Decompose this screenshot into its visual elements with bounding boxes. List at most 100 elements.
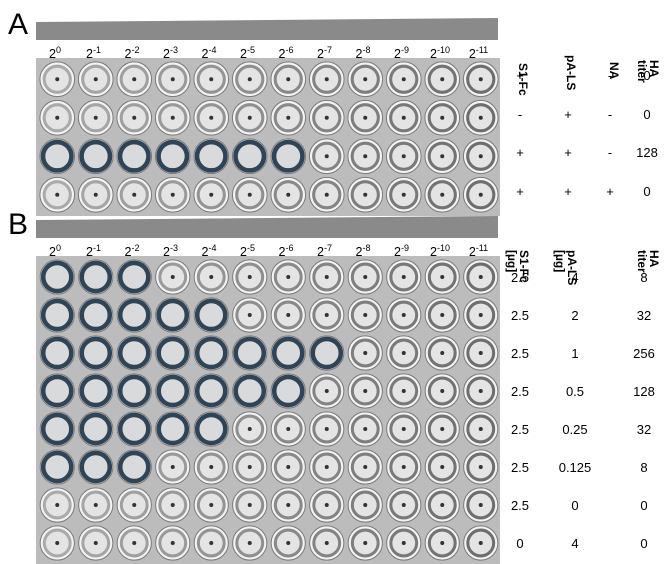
panel-a-well — [270, 61, 307, 98]
panel-b-well — [270, 259, 306, 295]
panel-b-cell-s1fc: 2.5 — [510, 346, 530, 361]
panel-b-well — [386, 373, 422, 409]
panel-b-dilution-label: 2-9 — [394, 243, 409, 259]
panel-b-cell-s1fc: 0 — [516, 536, 524, 551]
panel-b-well — [232, 449, 268, 485]
panel-a-well — [116, 176, 153, 213]
panel-a-cell-s1fc: + — [516, 145, 524, 160]
panel-b-cell-s1fc: 2.5 — [510, 308, 530, 323]
panel-b-well — [155, 449, 191, 485]
panel-b-cell-s1fc: 2.5 — [510, 498, 530, 513]
panel-b-cell-titer: 256 — [633, 346, 655, 361]
panel-b-dilution-wedge — [36, 216, 498, 238]
panel-b-well — [386, 335, 422, 371]
panel-a-dilution-label: 2-7 — [317, 45, 332, 61]
panel-a-cell-titer: 0 — [643, 68, 651, 83]
panel-a-well-agglutinated — [231, 138, 268, 175]
panel-a-cell-titer: 0 — [643, 183, 651, 199]
panel-a-well-agglutinated — [116, 138, 153, 175]
panel-b-well — [424, 297, 460, 333]
panel-b-cell-titer: 32 — [636, 422, 652, 437]
panel-b-cell-pals: 0 — [571, 498, 579, 513]
panel-b-well — [347, 259, 383, 295]
panel-a-well — [462, 61, 499, 98]
panel-b-well-agglutinated — [78, 373, 114, 409]
panel-b-well — [270, 449, 306, 485]
panel-a-cell-pals: - — [565, 68, 571, 83]
panel-a-cell-titer: 0 — [643, 106, 651, 122]
panel-b-well-agglutinated — [193, 335, 229, 371]
panel-b-cell-titer: 128 — [633, 384, 655, 399]
panel-b-well — [386, 449, 422, 485]
panel-b-well — [309, 411, 345, 447]
panel-b-well — [424, 259, 460, 295]
panel-b-letter: B — [8, 208, 29, 241]
panel-b-well-agglutinated — [116, 411, 152, 447]
panel-a-dilution-label: 2-5 — [240, 45, 255, 61]
panel-a-well — [385, 61, 422, 98]
panel-a-well — [39, 61, 76, 98]
panel-b-well — [78, 525, 114, 561]
panel-a-letter: A — [8, 8, 29, 41]
panel-a-well — [39, 176, 76, 213]
panel-b-cell-pals: 0.25 — [562, 422, 588, 437]
panel-b-cell-titer: 8 — [640, 460, 648, 475]
panel-a-well — [385, 176, 422, 213]
panel-b-dilution-label: 2-7 — [317, 243, 332, 259]
panel-b-dilution-label: 2-11 — [468, 243, 489, 259]
panel-b-well — [347, 373, 383, 409]
panel-b-well — [270, 411, 306, 447]
panel-b-well-agglutinated — [39, 449, 75, 485]
panel-b-well — [232, 297, 268, 333]
panel-b-dilution-label: 2-3 — [163, 243, 178, 259]
panel-b-well-agglutinated — [39, 373, 75, 409]
panel-b-well-agglutinated — [116, 259, 152, 295]
panel-a-well — [154, 61, 191, 98]
panel-a-cell-s1fc: - — [517, 106, 523, 122]
panel-a-well — [424, 61, 461, 98]
panel-a-well — [462, 176, 499, 213]
panel-b-well-agglutinated — [232, 335, 268, 371]
panel-b-well — [309, 525, 345, 561]
panel-a-dilution-label: 2-9 — [394, 45, 409, 61]
panel-b-well-agglutinated — [270, 373, 306, 409]
panel-b-well — [232, 259, 268, 295]
panel-a-well — [270, 176, 307, 213]
panel-b-well — [424, 411, 460, 447]
panel-a-well — [308, 99, 345, 136]
panel-b-well — [309, 449, 345, 485]
panel-b-well — [270, 487, 306, 523]
panel-b-well-agglutinated — [78, 259, 114, 295]
panel-b-well — [463, 259, 499, 295]
panel-a-well — [347, 61, 384, 98]
panel-a-well — [462, 138, 499, 175]
panel-b-well — [232, 411, 268, 447]
panel-b-well — [347, 487, 383, 523]
panel-a-well — [347, 138, 384, 175]
panel-a-well — [77, 176, 114, 213]
panel-a-cell-pals: + — [564, 106, 572, 122]
panel-b-well — [155, 487, 191, 523]
panel-b-well — [463, 411, 499, 447]
panel-b-well — [424, 373, 460, 409]
panel-b-well — [116, 487, 152, 523]
panel-b-well — [347, 449, 383, 485]
panel-b-well — [386, 525, 422, 561]
panel-b-well — [463, 335, 499, 371]
panel-b-well — [347, 411, 383, 447]
panel-b-well-agglutinated — [155, 297, 191, 333]
panel-b-dilution-label: 2-8 — [355, 243, 371, 259]
panel-a-well — [308, 176, 345, 213]
panel-b-dilution-label: 2-5 — [240, 243, 255, 259]
panel-b-well-agglutinated — [232, 373, 268, 409]
panel-b-well — [270, 525, 306, 561]
panel-a-dilution-labels: 20 2-1 2-2 2-3 2-4 2-5 2-6 2-7 2-8 2-9 2-10 2-11 — [0, 42, 500, 61]
panel-a-well — [308, 61, 345, 98]
panel-a-cell-s1fc: + — [516, 68, 524, 83]
panel-b-well — [155, 525, 191, 561]
panel-b-well-agglutinated — [155, 335, 191, 371]
panel-a-dilution-label: 2-8 — [355, 45, 371, 61]
panel-b-well-agglutinated — [78, 411, 114, 447]
panel-a-dilution-label: 20 — [49, 45, 61, 61]
panel-b-well — [386, 297, 422, 333]
